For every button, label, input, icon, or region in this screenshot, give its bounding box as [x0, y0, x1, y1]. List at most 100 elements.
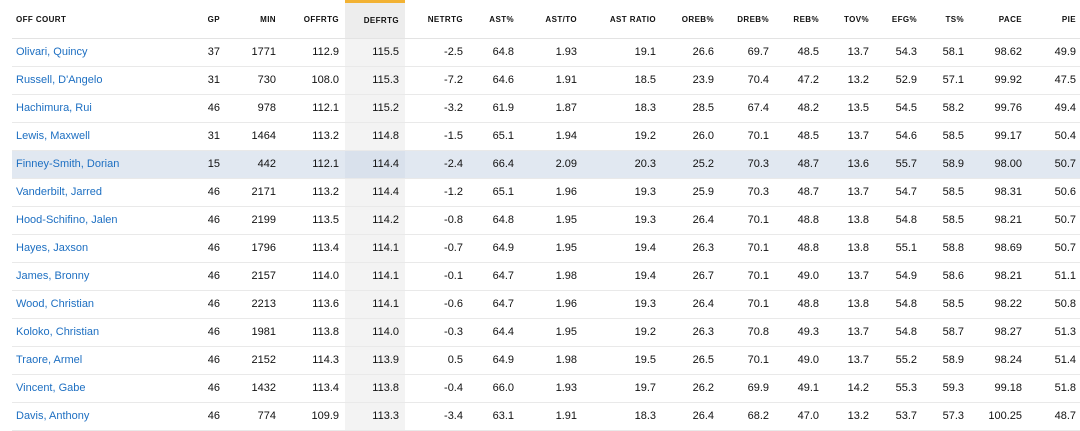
- cell-pie: 51.8: [1028, 374, 1080, 403]
- cell-dreb-pct: 70.4: [720, 66, 775, 95]
- cell-gp: 31: [172, 122, 226, 151]
- table-body: Olivari, Quincy 37 1771 112.9 115.5 -2.5 64.8 1…: [12, 38, 1080, 431]
- table-row: Finney-Smith, Dorian 15 442 112.1 114.4 -2.4 6…: [12, 150, 1080, 179]
- cell-ts-pct: 57.3: [923, 402, 970, 431]
- cell-reb-pct: 48.8: [775, 234, 825, 263]
- cell-oreb-pct: 25.2: [662, 150, 720, 179]
- cell-pace: 98.21: [970, 262, 1028, 291]
- cell-netrtg: -0.3: [405, 318, 469, 347]
- table-row: Davis, Anthony 46 774 109.9 113.3 -3.4 63.1 1.9…: [12, 402, 1080, 431]
- cell-ast-ratio: 19.2: [583, 318, 662, 347]
- player-name-link[interactable]: Wood, Christian: [12, 290, 172, 319]
- player-name-link[interactable]: Finney-Smith, Dorian: [12, 150, 172, 179]
- column-header-ast-pct[interactable]: AST%: [469, 1, 520, 39]
- cell-efg-pct: 53.7: [875, 402, 923, 431]
- player-name-link[interactable]: Hood-Schifino, Jalen: [12, 206, 172, 235]
- cell-offrtg: 108.0: [282, 66, 345, 95]
- cell-ts-pct: 58.7: [923, 318, 970, 347]
- cell-ts-pct: 59.3: [923, 374, 970, 403]
- cell-defrtg: 115.3: [345, 66, 405, 95]
- cell-ast-to: 1.95: [520, 234, 583, 263]
- cell-defrtg: 115.2: [345, 94, 405, 123]
- cell-tov-pct: 13.5: [825, 94, 875, 123]
- cell-gp: 46: [172, 178, 226, 207]
- cell-defrtg: 114.2: [345, 206, 405, 235]
- column-header-pace[interactable]: PACE: [970, 1, 1028, 39]
- player-name-link[interactable]: Hayes, Jaxson: [12, 234, 172, 263]
- cell-oreb-pct: 26.5: [662, 346, 720, 375]
- column-header-ast-ratio[interactable]: AST RATIO: [583, 1, 662, 39]
- cell-min: 1464: [226, 122, 282, 151]
- player-name-link[interactable]: James, Bronny: [12, 262, 172, 291]
- cell-reb-pct: 49.0: [775, 262, 825, 291]
- cell-pie: 49.9: [1028, 38, 1080, 67]
- column-header-gp[interactable]: GP: [172, 1, 226, 39]
- cell-reb-pct: 48.5: [775, 38, 825, 67]
- cell-oreb-pct: 23.9: [662, 66, 720, 95]
- cell-netrtg: -1.2: [405, 178, 469, 207]
- player-name-link[interactable]: Davis, Anthony: [12, 402, 172, 431]
- cell-reb-pct: 48.7: [775, 178, 825, 207]
- player-name-link[interactable]: Koloko, Christian: [12, 318, 172, 347]
- cell-reb-pct: 49.1: [775, 374, 825, 403]
- cell-netrtg: -7.2: [405, 66, 469, 95]
- player-name-link[interactable]: Olivari, Quincy: [12, 38, 172, 67]
- cell-netrtg: 0.5: [405, 346, 469, 375]
- cell-min: 1771: [226, 38, 282, 67]
- cell-gp: 37: [172, 38, 226, 67]
- player-name-link[interactable]: Lewis, Maxwell: [12, 122, 172, 151]
- column-header-off-court[interactable]: OFF COURT: [12, 1, 172, 39]
- player-name-link[interactable]: Vanderbilt, Jarred: [12, 178, 172, 207]
- table-row: James, Bronny 46 2157 114.0 114.1 -0.1 64.7 1.9…: [12, 262, 1080, 291]
- cell-ast-ratio: 20.3: [583, 150, 662, 179]
- player-name-link[interactable]: Hachimura, Rui: [12, 94, 172, 123]
- cell-tov-pct: 13.7: [825, 178, 875, 207]
- cell-tov-pct: 13.7: [825, 346, 875, 375]
- column-header-netrtg[interactable]: NETRTG: [405, 1, 469, 39]
- player-name-link[interactable]: Traore, Armel: [12, 346, 172, 375]
- cell-ast-to: 2.09: [520, 150, 583, 179]
- cell-efg-pct: 55.7: [875, 150, 923, 179]
- cell-netrtg: -0.4: [405, 374, 469, 403]
- column-header-dreb-pct[interactable]: DREB%: [720, 1, 775, 39]
- cell-netrtg: -0.7: [405, 234, 469, 263]
- cell-pie: 50.7: [1028, 234, 1080, 263]
- cell-ts-pct: 57.1: [923, 66, 970, 95]
- cell-oreb-pct: 26.6: [662, 38, 720, 67]
- cell-ast-pct: 65.1: [469, 178, 520, 207]
- cell-ast-to: 1.93: [520, 38, 583, 67]
- cell-pie: 50.6: [1028, 178, 1080, 207]
- column-header-reb-pct[interactable]: REB%: [775, 1, 825, 39]
- column-header-min[interactable]: MIN: [226, 1, 282, 39]
- column-header-oreb-pct[interactable]: OREB%: [662, 1, 720, 39]
- cell-ast-ratio: 19.4: [583, 234, 662, 263]
- cell-ts-pct: 58.9: [923, 150, 970, 179]
- column-header-ast-to[interactable]: AST/TO: [520, 1, 583, 39]
- cell-min: 2152: [226, 346, 282, 375]
- cell-dreb-pct: 70.3: [720, 150, 775, 179]
- player-name-link[interactable]: Russell, D'Angelo: [12, 66, 172, 95]
- cell-offrtg: 113.2: [282, 122, 345, 151]
- column-header-tov-pct[interactable]: TOV%: [825, 1, 875, 39]
- cell-pace: 98.21: [970, 206, 1028, 235]
- cell-gp: 46: [172, 94, 226, 123]
- cell-dreb-pct: 70.1: [720, 290, 775, 319]
- cell-defrtg: 114.1: [345, 290, 405, 319]
- cell-min: 774: [226, 402, 282, 431]
- cell-min: 2157: [226, 262, 282, 291]
- cell-ast-to: 1.91: [520, 66, 583, 95]
- table-row: Olivari, Quincy 37 1771 112.9 115.5 -2.5 64.8 1…: [12, 38, 1080, 67]
- cell-pace: 98.22: [970, 290, 1028, 319]
- cell-min: 1432: [226, 374, 282, 403]
- column-header-efg-pct[interactable]: EFG%: [875, 1, 923, 39]
- cell-ast-ratio: 18.3: [583, 94, 662, 123]
- column-header-offrtg[interactable]: OFFRTG: [282, 1, 345, 39]
- cell-reb-pct: 48.8: [775, 206, 825, 235]
- column-header-ts-pct[interactable]: TS%: [923, 1, 970, 39]
- player-name-link[interactable]: Vincent, Gabe: [12, 374, 172, 403]
- column-header-pie[interactable]: PIE: [1028, 1, 1080, 39]
- cell-offrtg: 112.1: [282, 150, 345, 179]
- cell-efg-pct: 54.3: [875, 38, 923, 67]
- cell-defrtg: 113.3: [345, 402, 405, 431]
- column-header-defrtg[interactable]: DEFRTG: [345, 0, 405, 39]
